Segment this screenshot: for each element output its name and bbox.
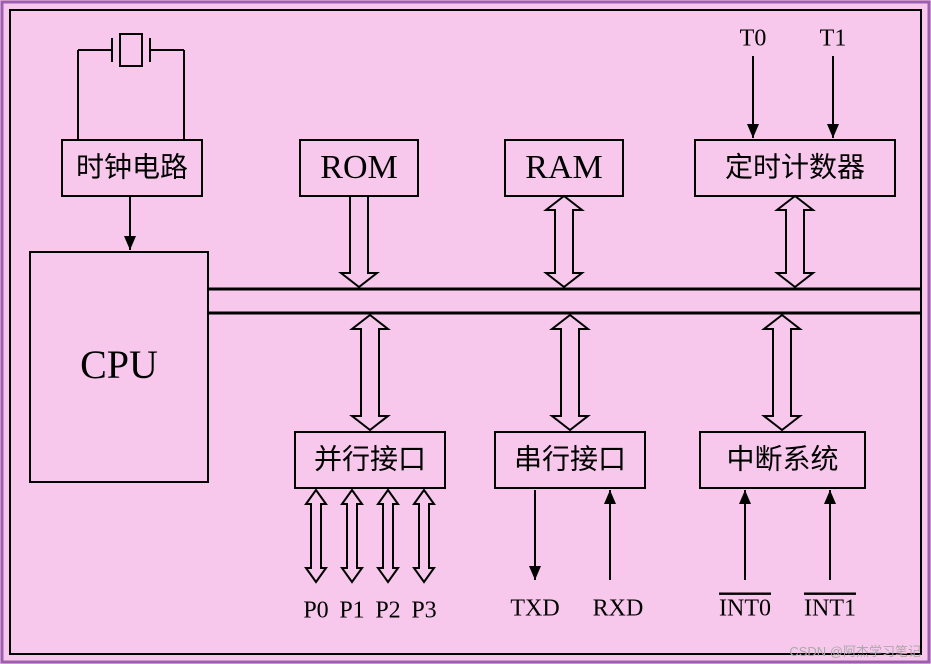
rom-label: ROM bbox=[320, 149, 397, 186]
int0-label: INT0 bbox=[719, 596, 771, 622]
p2-label: P2 bbox=[375, 598, 400, 624]
t0-label: T0 bbox=[740, 26, 767, 52]
p0-label: P0 bbox=[303, 598, 328, 624]
int1-label: INT1 bbox=[804, 596, 856, 622]
interrupt-label: 中断系统 bbox=[726, 443, 838, 475]
timer-label: 定时计数器 bbox=[725, 151, 865, 183]
ram-label: RAM bbox=[525, 149, 602, 186]
watermark: CSDN @阿杰学习笔记 bbox=[789, 644, 921, 659]
p1-label: P1 bbox=[339, 598, 364, 624]
serial-label: 串行接口 bbox=[514, 443, 626, 475]
p3-label: P3 bbox=[411, 598, 436, 624]
txd-label: TXD bbox=[510, 596, 559, 622]
cpu-label: CPU bbox=[80, 342, 158, 387]
clock-label: 时钟电路 bbox=[76, 151, 188, 183]
parallel-label: 并行接口 bbox=[314, 443, 426, 475]
rxd-label: RXD bbox=[593, 596, 644, 622]
t1-label: T1 bbox=[820, 26, 847, 52]
